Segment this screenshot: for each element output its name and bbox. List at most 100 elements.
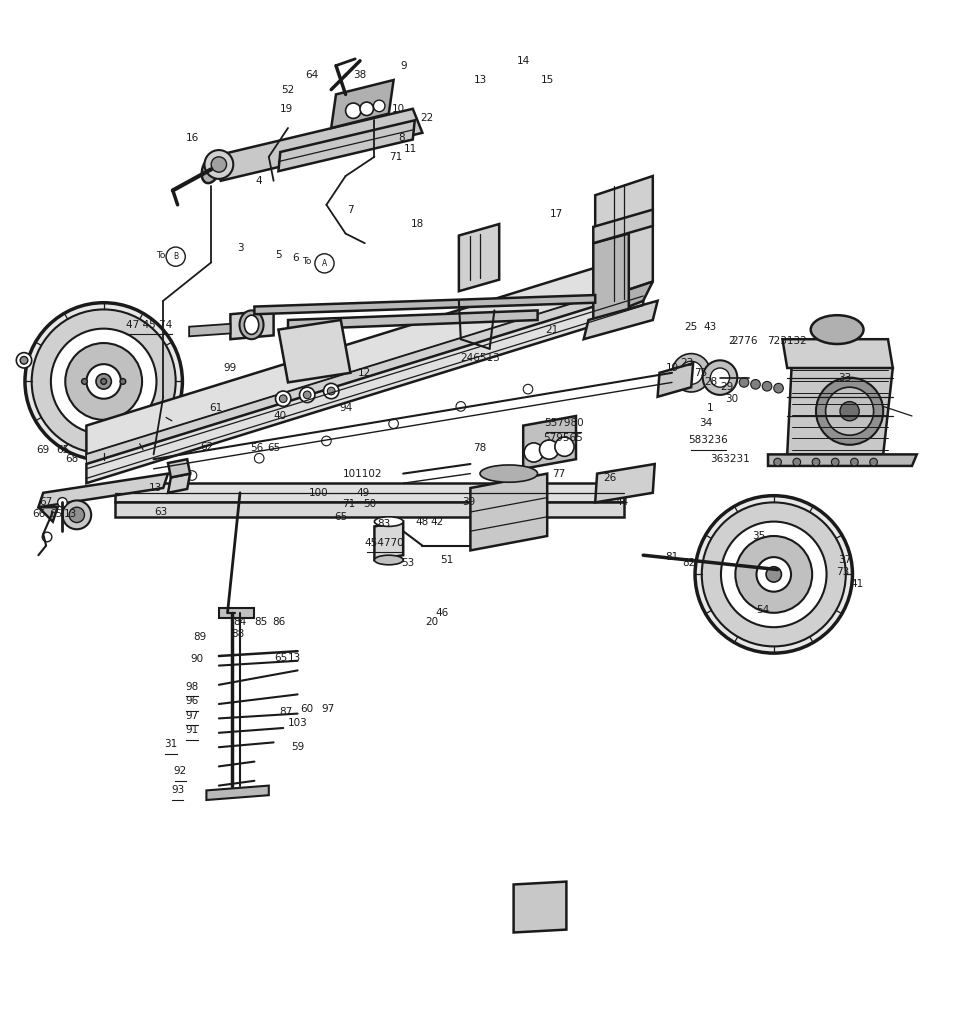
Text: 23: 23: [680, 358, 693, 369]
Circle shape: [346, 103, 361, 119]
Text: 47 45 74: 47 45 74: [126, 319, 172, 330]
Text: 19: 19: [279, 103, 293, 114]
Text: 13: 13: [149, 483, 162, 493]
Circle shape: [739, 378, 749, 387]
Circle shape: [101, 379, 107, 384]
Circle shape: [695, 496, 852, 653]
Circle shape: [540, 440, 559, 459]
Text: 59: 59: [291, 742, 304, 753]
Text: 44: 44: [615, 498, 629, 508]
Circle shape: [58, 498, 67, 507]
Text: 66: 66: [32, 509, 45, 519]
Text: 52: 52: [281, 85, 295, 94]
Text: 103: 103: [288, 718, 307, 728]
Text: B: B: [173, 252, 179, 261]
Polygon shape: [168, 473, 190, 493]
Text: 100: 100: [309, 487, 328, 498]
Text: 583236: 583236: [688, 435, 729, 445]
Circle shape: [762, 382, 772, 391]
Polygon shape: [595, 282, 653, 319]
Circle shape: [82, 379, 87, 384]
Circle shape: [870, 458, 877, 466]
Circle shape: [523, 384, 533, 394]
Text: 25: 25: [684, 322, 698, 332]
Polygon shape: [219, 608, 254, 617]
Polygon shape: [86, 282, 643, 464]
Polygon shape: [254, 295, 595, 314]
Text: 49: 49: [356, 487, 370, 498]
Text: 363231: 363231: [709, 455, 750, 464]
Circle shape: [187, 471, 197, 480]
Ellipse shape: [202, 156, 221, 183]
Text: 10: 10: [392, 103, 405, 114]
Circle shape: [51, 329, 156, 434]
Circle shape: [373, 100, 385, 112]
Polygon shape: [115, 503, 624, 517]
Polygon shape: [115, 483, 624, 503]
Polygon shape: [86, 291, 643, 483]
Circle shape: [756, 557, 791, 592]
Text: 68: 68: [65, 455, 79, 464]
Text: 92: 92: [174, 766, 187, 776]
Text: 40: 40: [274, 411, 287, 421]
Text: 73: 73: [836, 567, 850, 578]
Text: 64: 64: [305, 71, 319, 80]
Polygon shape: [523, 416, 576, 469]
Polygon shape: [206, 785, 269, 800]
Polygon shape: [278, 319, 350, 382]
Circle shape: [20, 356, 28, 365]
Polygon shape: [168, 459, 190, 477]
Ellipse shape: [240, 310, 263, 339]
Polygon shape: [38, 473, 168, 507]
Text: 5: 5: [276, 250, 281, 260]
Polygon shape: [514, 882, 566, 933]
Text: 42: 42: [430, 516, 444, 526]
Polygon shape: [211, 109, 422, 181]
Circle shape: [693, 370, 703, 380]
Circle shape: [826, 387, 874, 435]
Polygon shape: [278, 120, 415, 171]
Text: 579565: 579565: [543, 433, 584, 443]
Circle shape: [211, 157, 227, 172]
Text: 51: 51: [440, 555, 453, 565]
Text: 53: 53: [401, 558, 415, 568]
Polygon shape: [593, 233, 629, 335]
Circle shape: [86, 365, 121, 398]
Text: 15: 15: [540, 75, 554, 85]
Text: 17: 17: [550, 209, 564, 219]
Text: 84: 84: [233, 617, 247, 628]
Polygon shape: [595, 464, 655, 503]
Circle shape: [327, 387, 335, 395]
Circle shape: [303, 391, 311, 398]
Text: To: To: [156, 251, 165, 260]
Text: 62: 62: [200, 441, 213, 452]
Text: 39: 39: [462, 498, 475, 508]
Ellipse shape: [480, 465, 538, 482]
Polygon shape: [86, 253, 643, 455]
Text: 4: 4: [256, 176, 262, 185]
Circle shape: [322, 436, 331, 445]
Circle shape: [812, 458, 820, 466]
Text: 85: 85: [254, 617, 268, 628]
Circle shape: [774, 383, 783, 393]
Text: 246513: 246513: [460, 353, 500, 364]
Text: 101102: 101102: [343, 469, 383, 478]
Circle shape: [766, 566, 781, 582]
Circle shape: [703, 360, 737, 395]
Polygon shape: [595, 176, 653, 301]
Circle shape: [120, 379, 126, 384]
Circle shape: [279, 395, 287, 402]
Text: 63: 63: [155, 507, 168, 517]
Ellipse shape: [374, 555, 403, 565]
Polygon shape: [658, 364, 693, 396]
Polygon shape: [584, 301, 658, 339]
Text: 13: 13: [63, 509, 77, 519]
Text: 35: 35: [752, 531, 765, 541]
Circle shape: [710, 368, 730, 387]
Circle shape: [324, 383, 339, 398]
Circle shape: [840, 401, 859, 421]
Text: 26: 26: [603, 473, 616, 483]
Circle shape: [672, 353, 710, 392]
Text: 56: 56: [251, 442, 264, 453]
Text: 97: 97: [185, 711, 199, 721]
